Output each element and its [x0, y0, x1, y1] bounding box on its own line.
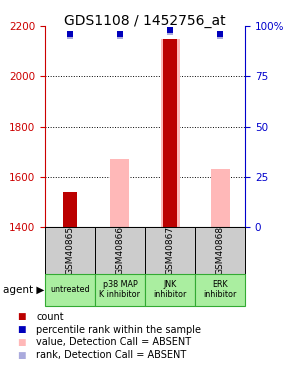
Text: ■: ■	[17, 312, 26, 321]
Text: value, Detection Call = ABSENT: value, Detection Call = ABSENT	[36, 338, 191, 347]
Text: count: count	[36, 312, 64, 322]
Bar	[95, 274, 145, 306]
Bar	[211, 169, 230, 227]
Text: ■: ■	[17, 338, 26, 347]
Text: rank, Detection Call = ABSENT: rank, Detection Call = ABSENT	[36, 350, 186, 360]
Bar	[160, 39, 180, 227]
Bar	[110, 159, 130, 227]
Text: untreated: untreated	[50, 285, 90, 294]
Text: ERK
inhibitor: ERK inhibitor	[203, 280, 237, 299]
Text: agent ▶: agent ▶	[3, 285, 44, 295]
Bar	[195, 227, 245, 274]
Text: p38 MAP
K inhibitor: p38 MAP K inhibitor	[99, 280, 140, 299]
Text: percentile rank within the sample: percentile rank within the sample	[36, 325, 201, 334]
Text: GDS1108 / 1452756_at: GDS1108 / 1452756_at	[64, 13, 226, 28]
Bar	[195, 274, 245, 306]
Text: JNK
inhibitor: JNK inhibitor	[153, 280, 187, 299]
Text: GSM40867: GSM40867	[166, 226, 175, 275]
Bar	[63, 192, 77, 227]
Text: GSM40865: GSM40865	[66, 226, 75, 275]
Bar	[145, 227, 195, 274]
Bar	[95, 227, 145, 274]
Bar	[45, 227, 95, 274]
Bar	[45, 274, 95, 306]
Text: GSM40866: GSM40866	[115, 226, 124, 275]
Bar	[145, 274, 195, 306]
Bar	[163, 39, 177, 227]
Text: ■: ■	[17, 351, 26, 360]
Text: GSM40868: GSM40868	[215, 226, 224, 275]
Text: ■: ■	[17, 325, 26, 334]
